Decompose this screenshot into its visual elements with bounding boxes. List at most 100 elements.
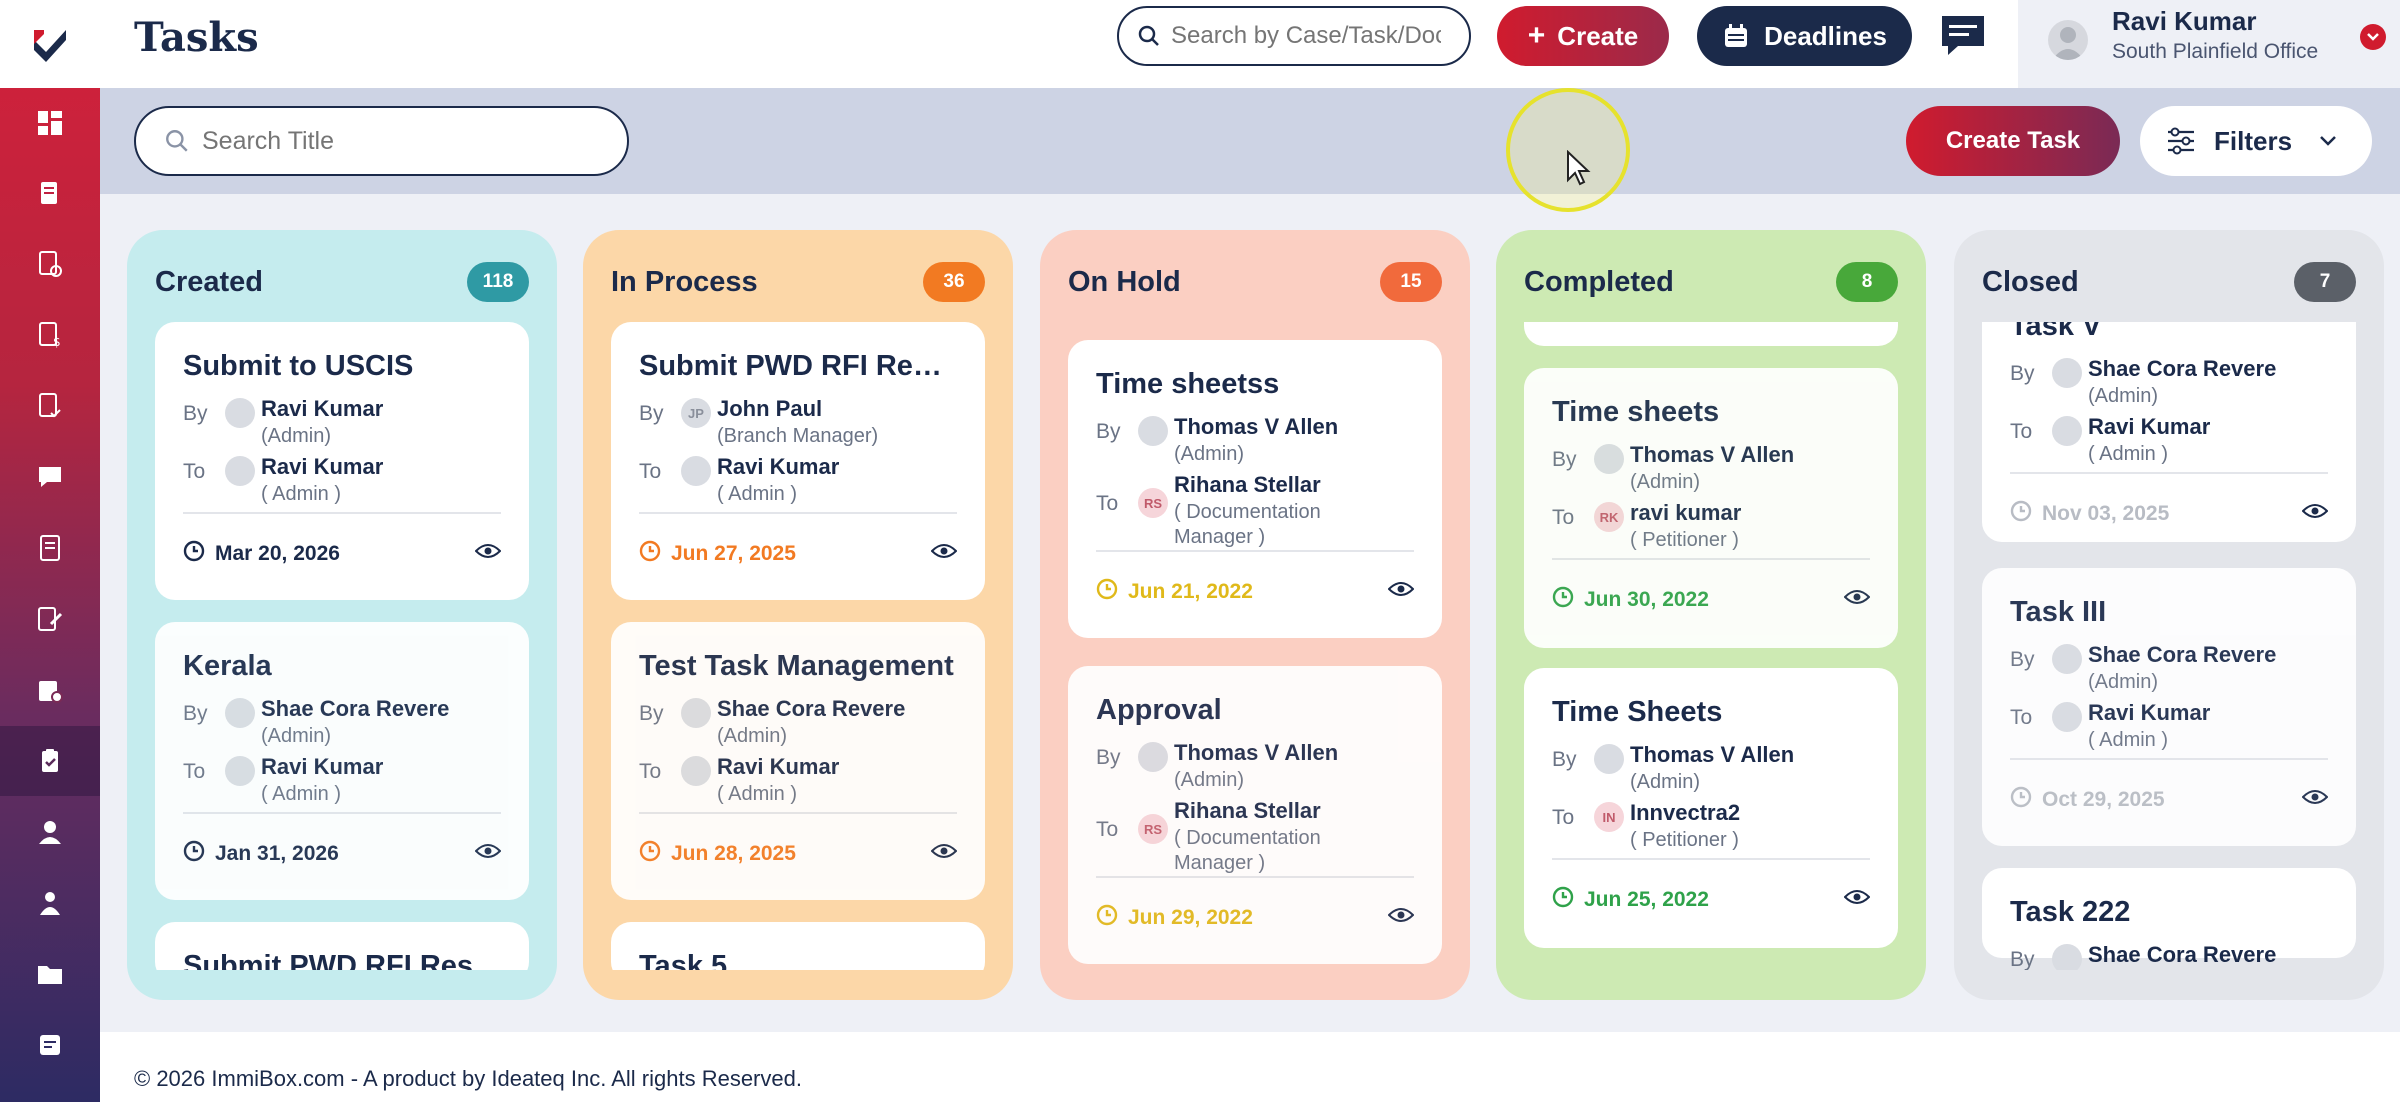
by-label: By (2010, 948, 2035, 970)
clock-icon (639, 840, 661, 868)
column-header: In Process 36 (611, 262, 985, 306)
column-cards[interactable]: Task V By Shae Cora Revere (Admin) To Ra… (1982, 322, 2356, 970)
assigner-name: Shae Cora Revere (2088, 642, 2277, 667)
title-search-input[interactable] (202, 126, 602, 156)
chevron-down-icon[interactable] (2360, 24, 2386, 50)
task-card[interactable]: Approval By Thomas V Allen (Admin) To RS… (1068, 666, 1442, 964)
eye-icon[interactable] (930, 542, 958, 560)
title-search[interactable] (134, 106, 629, 176)
card-divider (183, 512, 501, 514)
eye-icon[interactable] (2301, 788, 2329, 806)
task-card[interactable]: Kerala By Shae Cora Revere (Admin) To Ra… (155, 622, 529, 900)
eye-icon[interactable] (1387, 906, 1415, 924)
chat-button[interactable] (1938, 12, 1988, 60)
task-assignee: To Ravi Kumar ( Admin ) (2010, 412, 2336, 472)
task-title: Kerala (183, 650, 272, 682)
column-count-badge: 8 (1836, 262, 1898, 302)
deadlines-button[interactable]: Deadlines (1697, 6, 1912, 66)
task-card[interactable]: Test Task Management By Shae Cora Revere… (611, 622, 985, 900)
column-cards[interactable]: Time sheetss By Thomas V Allen (Admin) T… (1068, 322, 1442, 970)
nav-forms[interactable] (0, 229, 100, 299)
task-card[interactable]: Time sheets By Thomas V Allen (Admin) To… (1524, 368, 1898, 648)
task-title: Time sheetss (1096, 368, 1280, 400)
assignee-role-cont: Manager ) (1174, 852, 1266, 874)
eye-icon[interactable] (1387, 580, 1415, 598)
nav-invoices[interactable]: $ (0, 300, 100, 370)
user-avatar-icon (681, 456, 711, 486)
filters-button-label: Filters (2214, 125, 2293, 156)
nav-notes[interactable] (0, 584, 100, 654)
nav-reports[interactable] (0, 513, 100, 583)
assignee-name: ravi kumar (1630, 500, 1742, 525)
column-title: Created (155, 266, 263, 298)
chevron-down-icon (2320, 136, 2336, 146)
user-menu[interactable]: Ravi Kumar South Plainfield Office (2018, 0, 2400, 88)
chat-icon (1942, 16, 1984, 55)
create-button[interactable]: + Create (1497, 6, 1669, 66)
task-assigner: By Thomas V Allen (Admin) (1096, 412, 1422, 472)
global-search[interactable] (1117, 6, 1471, 66)
nav-billing[interactable] (0, 655, 100, 725)
global-search-input[interactable] (1171, 22, 1441, 50)
clock-icon (1096, 578, 1118, 606)
eye-icon[interactable] (474, 842, 502, 860)
task-assignee: To RS Rihana Stellar ( Documentation Man… (1096, 470, 1422, 548)
user-avatar-icon (1138, 416, 1168, 446)
filters-button[interactable]: Filters (2140, 106, 2372, 176)
task-card[interactable]: Submit PWD RFI Response By JP John Paul … (611, 322, 985, 600)
nav-folders[interactable] (0, 939, 100, 1009)
assignee-role: ( Documentation (1174, 501, 1321, 523)
by-label: By (639, 402, 664, 425)
assignee-role-cont: Manager ) (1174, 526, 1266, 548)
column-cards[interactable]: Submit to USCIS By Ravi Kumar (Admin) To… (155, 322, 529, 970)
nav-messages[interactable] (0, 442, 100, 512)
assigner-name: Shae Cora Revere (717, 696, 906, 721)
assignee-name: Ravi Kumar (717, 454, 840, 479)
task-card[interactable]: Task III By Shae Cora Revere (Admin) To … (1982, 568, 2356, 846)
task-card[interactable]: Task 5 (611, 922, 985, 970)
eye-icon[interactable] (2301, 502, 2329, 520)
task-assigner: By Thomas V Allen (Admin) (1552, 740, 1878, 800)
task-due-date: Oct 29, 2025 (2010, 786, 2165, 814)
app-logo[interactable] (0, 0, 100, 88)
nav-clients[interactable] (0, 797, 100, 867)
eye-icon[interactable] (474, 542, 502, 560)
user-avatar-icon (1594, 444, 1624, 474)
eye-icon[interactable] (1843, 888, 1871, 906)
task-card[interactable]: Submit to USCIS By Ravi Kumar (Admin) To… (155, 322, 529, 600)
create-button-label: Create (1557, 20, 1639, 51)
task-assigner: By Shae Cora Revere (2010, 940, 2336, 970)
nav-notes-2[interactable] (0, 1010, 100, 1080)
column-cards[interactable]: Submit PWD RFI Response By JP John Paul … (611, 322, 985, 970)
nav-dashboard[interactable] (0, 88, 100, 158)
task-title: Task III (2010, 596, 2107, 628)
by-label: By (639, 702, 664, 725)
nav-staff[interactable] (0, 868, 100, 938)
invoice-icon: $ (39, 322, 61, 349)
task-card[interactable]: Time sheetss By Thomas V Allen (Admin) T… (1068, 340, 1442, 638)
create-task-button[interactable]: Create Task (1906, 106, 2120, 176)
column-cards[interactable]: Jun 30, 2022 Time sheets By Thomas V All… (1524, 322, 1898, 970)
user-avatar-icon (2052, 27, 2084, 60)
nav-cases[interactable] (0, 158, 100, 228)
task-title: Approval (1096, 694, 1222, 726)
task-card[interactable]: Jun 30, 2022 (1524, 322, 1898, 346)
eye-icon[interactable] (930, 842, 958, 860)
task-card[interactable]: Task 222 By Shae Cora Revere (1982, 868, 2356, 970)
task-card[interactable]: Time Sheets By Thomas V Allen (Admin) To… (1524, 668, 1898, 948)
assignee-role: ( Petitioner ) (1630, 529, 1739, 551)
task-toolbar: Create Task Filters (100, 88, 2400, 194)
column-count-badge: 118 (467, 262, 529, 302)
by-label: By (1552, 748, 1577, 771)
user-avatar-icon (2052, 358, 2082, 388)
nav-documents[interactable] (0, 371, 100, 441)
assignee-name: Ravi Kumar (2088, 414, 2211, 439)
task-card[interactable]: Task V By Shae Cora Revere (Admin) To Ra… (1982, 322, 2356, 542)
due-date-text: Jun 28, 2025 (671, 842, 796, 865)
report-icon (40, 535, 60, 561)
user-avatar-icon (681, 698, 711, 728)
nav-tasks[interactable] (0, 726, 100, 796)
eye-icon[interactable] (1843, 588, 1871, 606)
task-card[interactable]: Submit PWD RFI Res (155, 922, 529, 970)
avatar (2048, 20, 2088, 60)
